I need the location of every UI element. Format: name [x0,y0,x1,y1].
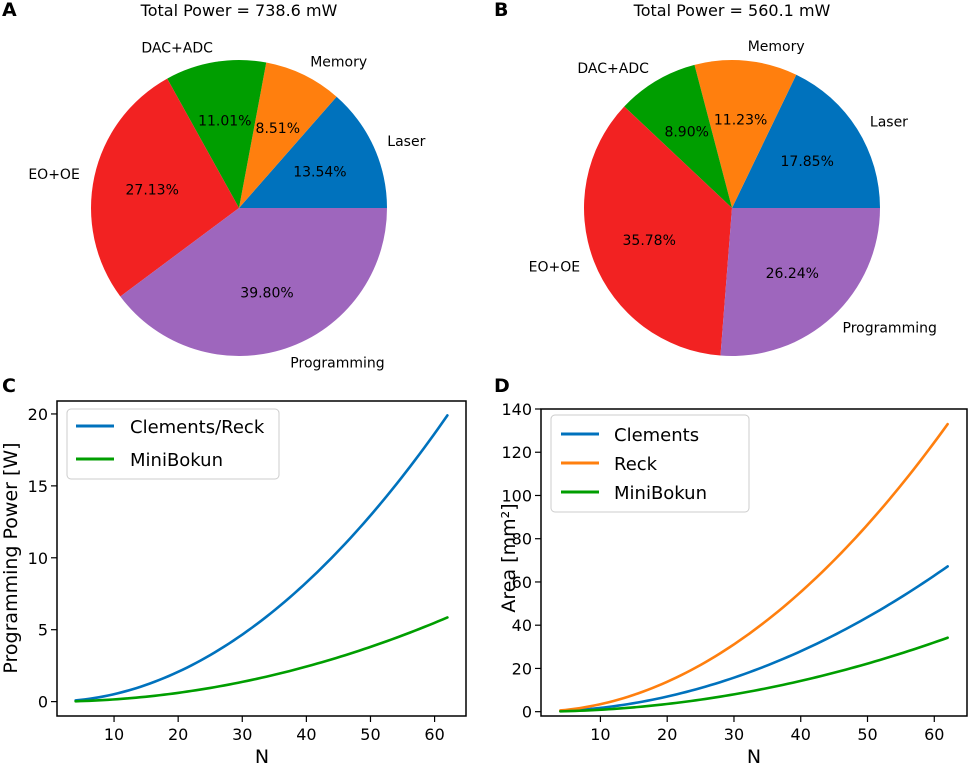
chart-d-ytick-label: 140 [501,400,532,419]
chart-d-series-clements [559,565,949,713]
panel-label-a: A [2,0,17,21]
chart-c-ytick-label: 5 [38,621,48,640]
chart-d-xlabel: N [747,746,761,767]
pie-a-slice-memory [239,62,337,208]
panel-d: D 10 20 30 40 50 60 0 20 40 60 80 100 120 140 N Area … [494,375,968,767]
chart-c-ytick-label: 20 [28,405,48,424]
chart-d-xtick-label: 20 [657,725,677,744]
chart-c-xlabel: N [255,746,269,767]
pie-b-labels: 17.85% Laser 11.23% Memory 8.90% DAC+ADC 35.78… [529,39,937,337]
chart-c-xtick-label: 10 [104,725,124,744]
chart-d-ytick-label: 100 [501,486,532,505]
chart-d-xtick-label: 30 [724,725,744,744]
legend-label-clements-reck: Clements/Reck [130,417,265,438]
pie-b-slice-dac-adc [624,64,732,208]
chart-c-ytick-label: 10 [28,549,48,568]
pie-b-label-laser: Laser [870,114,908,130]
pie-b-title: Total Power = 560.1 mW [633,1,831,20]
chart-c-xtick-label: 50 [360,725,380,744]
pie-a-pct-laser: 13.54% [293,164,346,180]
chart-c-legend-box [66,408,280,480]
chart-d-ytick-label: 40 [512,616,532,635]
pie-b-slice-memory [694,60,797,208]
chart-c-ylabel: Programming Power [W] [0,442,22,673]
pie-a-label-dac-adc: DAC+ADC [141,40,213,56]
pie-b-pct-eo-oe: 35.78% [623,233,676,249]
pie-a-labels: 13.54% Laser 8.51% Memory 11.01% DAC+ADC 27.13… [28,40,425,371]
pie-a-pct-programming: 39.80% [240,285,293,301]
chart-d-legend-box [550,414,750,513]
chart-d-series-minibokun [559,636,949,713]
pie-b-label-programming: Programming [843,321,937,337]
chart-d-legend: Clements Reck MiniBokun [550,414,750,513]
pie-b-pct-programming: 26.24% [766,266,819,282]
pie-b-label-eo-oe: EO+OE [529,260,580,276]
pie-b-slice-eo-oe [583,106,732,356]
chart-c-ytick-label: 0 [38,693,48,712]
pie-a-pct-eo-oe: 27.13% [126,182,179,198]
panel-label-d: D [494,375,510,397]
chart-c-xtick-label: 20 [168,725,188,744]
pie-a-slice-eo-oe [91,78,239,297]
pie-b-slice-programming [720,208,880,356]
pie-a-title: Total Power = 738.6 mW [140,1,338,20]
chart-d-xtick-label: 40 [791,725,811,744]
chart-c-series-minibokun [74,616,449,703]
pie-b-label-memory: Memory [748,39,805,55]
chart-d-series-reck [559,422,949,712]
pie-a-slice-programming [120,208,387,356]
panel-label-b: B [494,0,508,21]
chart-c-ytick-label: 15 [28,477,48,496]
chart-d-ytick-label: 120 [501,443,532,462]
pie-b-pct-laser: 17.85% [781,154,834,170]
pie-b-slice-laser [732,74,880,208]
pie-a-label-memory: Memory [310,55,367,71]
panel-a: A Total Power = 738.6 mW 13.54% Laser 8.51… [2,0,426,372]
panel-c: C 10 20 30 40 50 60 0 5 10 15 20 N Programming Pow… [0,375,467,767]
pie-a-slice-dac-adc [167,59,267,208]
chart-d-xtick-label: 50 [857,725,877,744]
panel-label-c: C [2,375,16,397]
chart-c-legend: Clements/Reck MiniBokun [66,408,280,480]
chart-d-frame [540,408,968,717]
chart-d-xtick-label: 60 [924,725,944,744]
chart-d-ylabel: Area [mm²] [498,503,520,612]
chart-d-ytick-label: 80 [512,530,532,549]
pie-a-slice-laser [239,96,387,208]
legend-label-minibokun: MiniBokun [130,450,223,471]
pie-b-slices [583,60,880,356]
chart-d-xtick-label: 10 [590,725,610,744]
chart-c-xtick-label: 30 [232,725,252,744]
chart-c-xtick-label: 40 [296,725,316,744]
pie-a-label-laser: Laser [387,134,425,150]
pie-a-pct-dac-adc: 11.01% [198,113,251,129]
pie-a-label-eo-oe: EO+OE [28,167,79,183]
pie-a-pct-memory: 8.51% [256,121,300,137]
line-chart-d: 10 20 30 40 50 60 0 20 40 60 80 100 120 140 [501,400,968,744]
chart-d-ytick-label: 0 [522,703,532,722]
chart-c-xtick-label: 60 [424,725,444,744]
pie-b-pct-memory: 11.23% [714,113,767,129]
line-chart-c: 10 20 30 40 50 60 0 5 10 15 20 [28,400,467,744]
chart-d-ytick-label: 60 [512,573,532,592]
legend-label-minibokun-d: MiniBokun [614,483,707,504]
pie-b-label-dac-adc: DAC+ADC [577,61,649,77]
chart-c-series-clements-reck [74,414,449,702]
pie-b-pct-dac-adc: 8.90% [664,125,708,141]
pie-a-slices [91,59,387,356]
legend-label-clements: Clements [614,425,699,446]
panel-b: B Total Power = 560.1 mW 17.85% Laser 11.2… [494,0,937,356]
legend-label-reck: Reck [614,454,658,475]
pie-a-label-programming: Programming [290,356,384,372]
chart-d-ytick-label: 20 [512,659,532,678]
chart-c-frame [56,400,467,717]
